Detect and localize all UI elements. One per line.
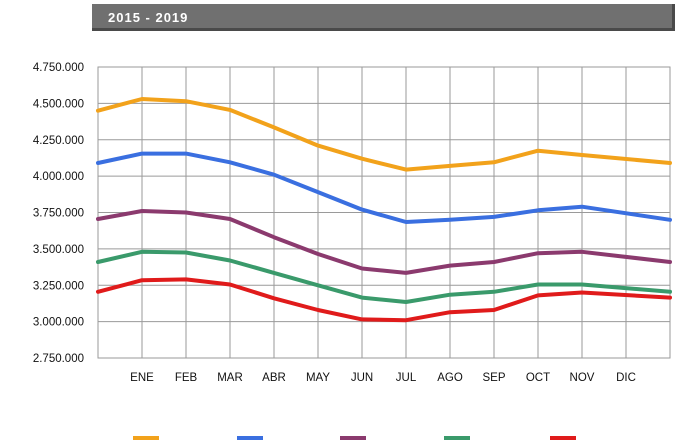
x-tick-label: JUL <box>396 372 417 384</box>
x-tick-label: MAR <box>217 372 243 384</box>
chart-title-bar: 2015 - 2019 <box>92 4 675 31</box>
chart-title: 2015 - 2019 <box>108 10 189 25</box>
y-tick-label: 4.250.000 <box>33 135 84 147</box>
y-tick-label: 4.000.000 <box>33 171 84 183</box>
x-tick-label: AGO <box>437 372 463 384</box>
x-tick-label: FEB <box>175 372 198 384</box>
x-tick-label: ABR <box>262 372 286 384</box>
series-line-3 <box>96 209 672 275</box>
x-tick-label: SEP <box>482 372 505 384</box>
series-line-4 <box>96 249 672 304</box>
x-tick-label: ENE <box>130 372 154 384</box>
series-line-5 <box>96 277 672 323</box>
series-line-1 <box>96 97 672 172</box>
x-tick-label: NOV <box>570 372 595 384</box>
y-tick-label: 4.500.000 <box>33 98 84 110</box>
x-tick-label: JUN <box>351 372 373 384</box>
y-tick-label: 3.250.000 <box>33 280 84 292</box>
x-tick-label: OCT <box>526 372 550 384</box>
x-tick-label: MAY <box>306 372 330 384</box>
y-tick-label: 3.500.000 <box>33 244 84 256</box>
y-tick-label: 3.750.000 <box>33 208 84 220</box>
x-tick-label: DIC <box>616 372 636 384</box>
y-tick-label: 2.750.000 <box>33 353 84 365</box>
y-tick-label: 3.000.000 <box>33 317 84 329</box>
y-tick-label: 4.750.000 <box>33 62 84 74</box>
series-line-2 <box>96 151 672 224</box>
